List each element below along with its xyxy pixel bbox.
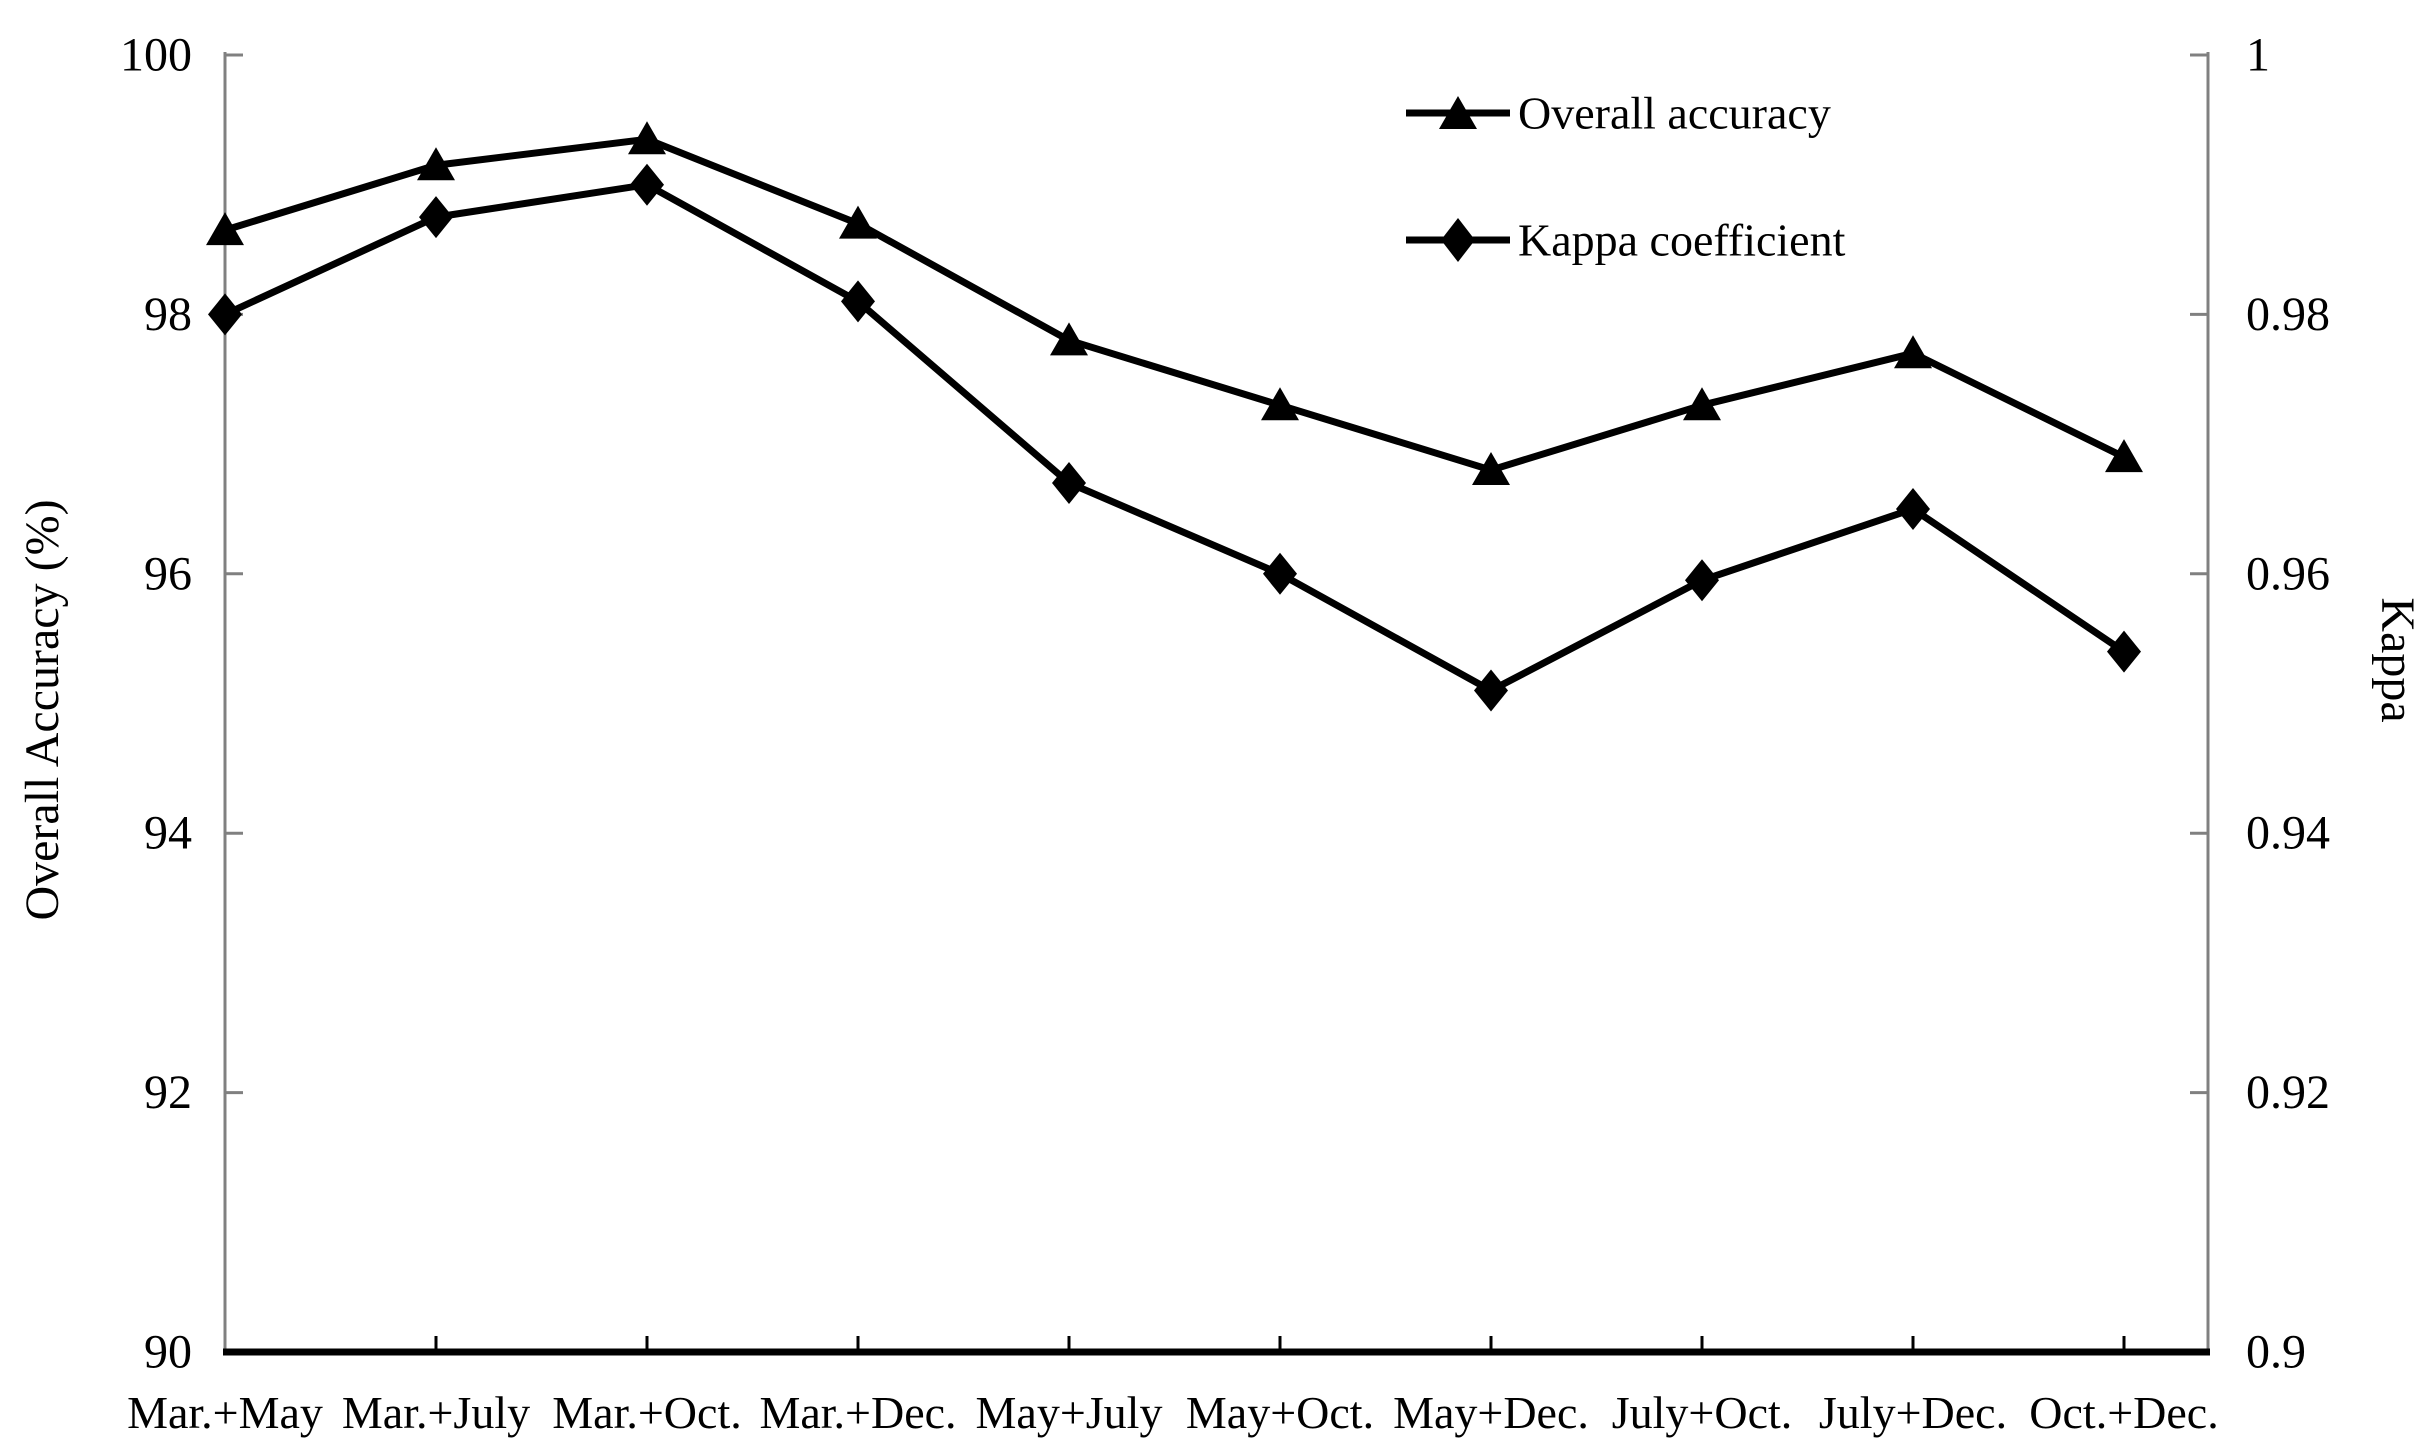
legend-triangle-icon <box>1439 96 1477 129</box>
x-axis-label: Mar.+Oct. <box>552 1387 741 1438</box>
legend-entry-kappa-coefficient: Kappa coefficient <box>1406 215 1846 266</box>
kappa-coefficient-marker <box>1685 559 1719 602</box>
overall-accuracy-marker <box>1050 322 1088 356</box>
x-axis-label: Mar.+July <box>342 1387 530 1438</box>
x-axis-label: Oct.+Dec. <box>2029 1387 2218 1438</box>
kappa-coefficient-marker <box>1474 669 1508 712</box>
series-overall-accuracy-line <box>221 135 2128 474</box>
left-axis-tick-label: 90 <box>144 1326 192 1379</box>
legend-label-overall-accuracy: Overall accuracy <box>1518 88 1831 139</box>
left-axis-tick-label: 100 <box>120 29 192 82</box>
x-axis-label: May+Oct. <box>1186 1387 1374 1438</box>
left-axis-title: Overall Accuracy (%) <box>16 499 69 920</box>
kappa-coefficient-marker <box>841 280 875 323</box>
legend-diamond-icon <box>1441 218 1475 262</box>
x-axis-label: Mar.+Dec. <box>759 1387 956 1438</box>
right-axis-tick-label: 0.94 <box>2246 807 2330 860</box>
series-kappa-coefficient-line <box>221 181 2128 695</box>
x-axis-label: July+Oct. <box>1612 1387 1793 1438</box>
right-axis-tick-label: 0.96 <box>2246 547 2330 600</box>
overall-accuracy-marker <box>628 121 666 155</box>
overall-accuracy-marker <box>417 147 455 181</box>
kappa-coefficient-marker <box>630 163 664 206</box>
kappa-coefficient-marker <box>1896 487 1930 530</box>
left-axis-tick-label: 92 <box>144 1066 192 1119</box>
overall-accuracy-marker <box>206 212 244 246</box>
overall-accuracy-marker <box>1683 387 1721 421</box>
x-axis-label: July+Dec. <box>1819 1387 2007 1438</box>
legend-entry-overall-accuracy: Overall accuracy <box>1406 88 1831 139</box>
right-axis-tick-label: 0.9 <box>2246 1326 2306 1379</box>
kappa-coefficient-marker <box>208 293 242 336</box>
kappa-coefficient-marker <box>419 196 453 239</box>
right-axis-tick-label: 0.92 <box>2246 1066 2330 1119</box>
overall-accuracy-marker <box>2105 439 2143 473</box>
right-axis-title: Kappa <box>2371 597 2420 722</box>
overall-accuracy-marker <box>1472 452 1510 486</box>
kappa-coefficient-marker <box>1052 462 1086 505</box>
legend-label-kappa-coefficient: Kappa coefficient <box>1518 215 1846 266</box>
x-axis-label: Mar.+May <box>127 1387 323 1438</box>
left-axis-tick-label: 96 <box>144 547 192 600</box>
axes-group: 100 98 96 94 92 90 1 0.98 0.96 0.94 0.92 0.9 Mar.+Ma… <box>120 29 2330 1439</box>
x-axis-label: May+Dec. <box>1393 1387 1589 1438</box>
kappa-coefficient-marker <box>1263 552 1297 595</box>
overall-accuracy-marker <box>1261 387 1299 421</box>
left-axis-tick-label: 98 <box>144 288 192 341</box>
series-group <box>206 121 2143 712</box>
overall-accuracy-marker <box>1894 335 1932 369</box>
x-axis-label: May+July <box>976 1387 1163 1438</box>
left-axis-tick-label: 94 <box>144 807 192 860</box>
right-axis-tick-label: 0.98 <box>2246 288 2330 341</box>
overall-accuracy-marker <box>839 205 877 239</box>
legend: Overall accuracy Kappa coefficient <box>1406 88 1846 266</box>
right-axis-tick-label: 1 <box>2246 29 2270 82</box>
kappa-coefficient-marker <box>2107 630 2141 673</box>
